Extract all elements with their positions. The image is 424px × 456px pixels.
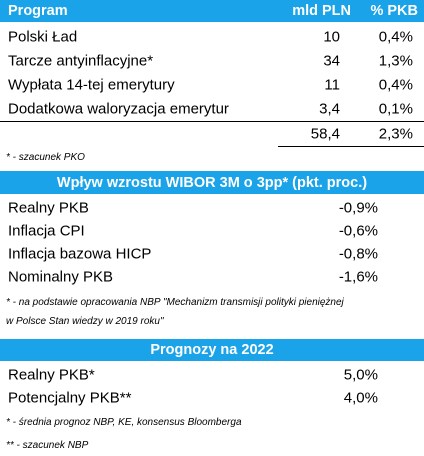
program-pkb-value: 0,4% [378,28,413,46]
wibor-row: Inflacja CPI -0,6% [0,220,424,242]
forecast-indicator-name: Realny PKB* [8,366,95,384]
program-pkb-value: 0,4% [378,76,413,94]
program-table-header: Program mld PLN % PKB [0,0,424,22]
wibor-footnote-line-2: w Polsce Stan wiedzy w 2019 roku" [6,316,164,327]
wibor-indicator-name: Realny PKB [8,199,89,217]
wibor-indicator-value: -1,6% [338,268,378,286]
forecast-footnote-2: ** - szacunek NBP [6,440,89,451]
pkb-column-header: % PKB [370,3,418,19]
wibor-row: Realny PKB -0,9% [0,197,424,219]
program-name: Polski Ład [8,28,78,46]
total-mld-value: 58,4 [310,125,340,143]
wibor-indicator-value: -0,9% [338,199,378,217]
wibor-indicator-name: Inflacja CPI [8,222,85,240]
program-name: Tarcze antyinflacyjne* [8,52,154,70]
program-mld-value: 11 [324,76,340,94]
program-row: Dodatkowa waloryzacja emerytur 3,4 0,1% [0,98,424,120]
forecast-table-header: Prognozy na 2022 [0,339,424,361]
forecast-row: Potencjalny PKB** 4,0% [0,387,424,409]
forecast-indicator-value: 4,0% [343,389,378,407]
wibor-indicator-value: -0,6% [338,222,378,240]
program-row: Tarcze antyinflacyjne* 34 1,3% [0,50,424,72]
program-name: Wypłata 14-tej emerytury [8,76,175,94]
wibor-footnote-line-1: * - na podstawie opracowania NBP "Mechan… [6,297,344,308]
wibor-table-header: Wpływ wzrostu WIBOR 3M o 3pp* (pkt. proc… [0,171,424,194]
total-pkb-value: 2,3% [378,125,413,143]
program-pkb-value: 1,3% [378,52,413,70]
wibor-row: Nominalny PKB -1,6% [0,266,424,288]
program-name: Dodatkowa waloryzacja emerytur [8,100,229,118]
total-bottom-border [278,146,424,147]
wibor-indicator-name: Inflacja bazowa HICP [8,245,152,263]
program-mld-value: 10 [323,28,340,46]
wibor-indicator-name: Nominalny PKB [8,268,114,286]
program-mld-value: 3,4 [319,100,340,118]
forecast-row: Realny PKB* 5,0% [0,364,424,386]
program-footnote: * - szacunek PKO [6,152,85,163]
total-divider [0,121,424,122]
program-pkb-value: 0,1% [378,100,413,118]
wibor-title: Wpływ wzrostu WIBOR 3M o 3pp* (pkt. proc… [56,174,368,191]
forecast-indicator-name: Potencjalny PKB** [8,389,132,407]
forecast-footnote-1: * - średnia prognoz NBP, KE, konsensus B… [6,417,242,428]
program-row: Wypłata 14-tej emerytury 11 0,4% [0,74,424,96]
forecast-indicator-value: 5,0% [343,366,378,384]
program-row: Polski Ład 10 0,4% [0,26,424,48]
mld-pln-column-header: mld PLN [292,3,351,19]
forecast-title: Prognozy na 2022 [150,342,274,358]
wibor-indicator-value: -0,8% [338,245,378,263]
program-column-header: Program [8,3,68,19]
wibor-row: Inflacja bazowa HICP -0,8% [0,243,424,265]
program-mld-value: 34 [323,52,340,70]
program-total-row: 58,4 2,3% [0,123,424,145]
